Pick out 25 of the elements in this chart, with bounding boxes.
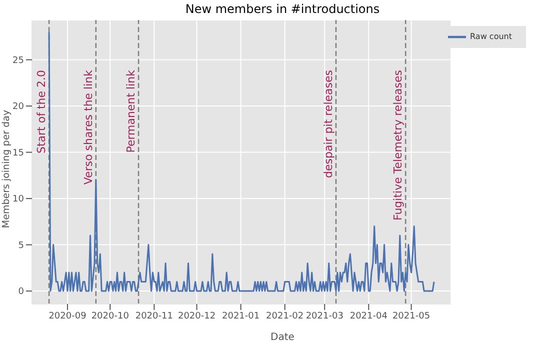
- x-tick-label: 2020-10: [91, 311, 130, 322]
- ref-line-label: Start of the 2.0: [35, 70, 48, 154]
- x-tick-label: 2020-09: [48, 311, 87, 322]
- y-tick-label: 0: [18, 287, 24, 298]
- y-tick-label: 25: [12, 56, 24, 66]
- y-tick-label: 10: [12, 194, 24, 205]
- x-tick-label: 2020-11: [135, 311, 173, 322]
- ref-line-label: despair pit releases: [322, 70, 335, 178]
- y-axis-title: Members joining per day: [1, 110, 12, 228]
- ref-line-label: Fugitive Telemetry releases: [392, 70, 405, 220]
- x-tick-label: 2021-04: [350, 311, 388, 322]
- x-axis-title: Date: [270, 332, 296, 343]
- chart-title: New members in #introductions: [184, 2, 381, 16]
- x-tick-label: 2021-03: [306, 311, 344, 322]
- x-tick-label: 2020-12: [178, 311, 216, 322]
- x-tick-label: 2021-01: [222, 311, 260, 322]
- x-tick-label: 2021-02: [266, 311, 304, 322]
- x-tick-label: 2021-05: [392, 311, 430, 322]
- ref-line-label: Verso shares the link: [82, 69, 95, 185]
- legend-label: Raw count: [470, 32, 512, 42]
- line-series: [48, 31, 435, 292]
- y-tick-label: 5: [18, 240, 24, 251]
- y-tick-label: 20: [12, 102, 24, 112]
- ref-line-label: Permanent link: [124, 69, 138, 153]
- y-tick-label: 15: [12, 148, 24, 158]
